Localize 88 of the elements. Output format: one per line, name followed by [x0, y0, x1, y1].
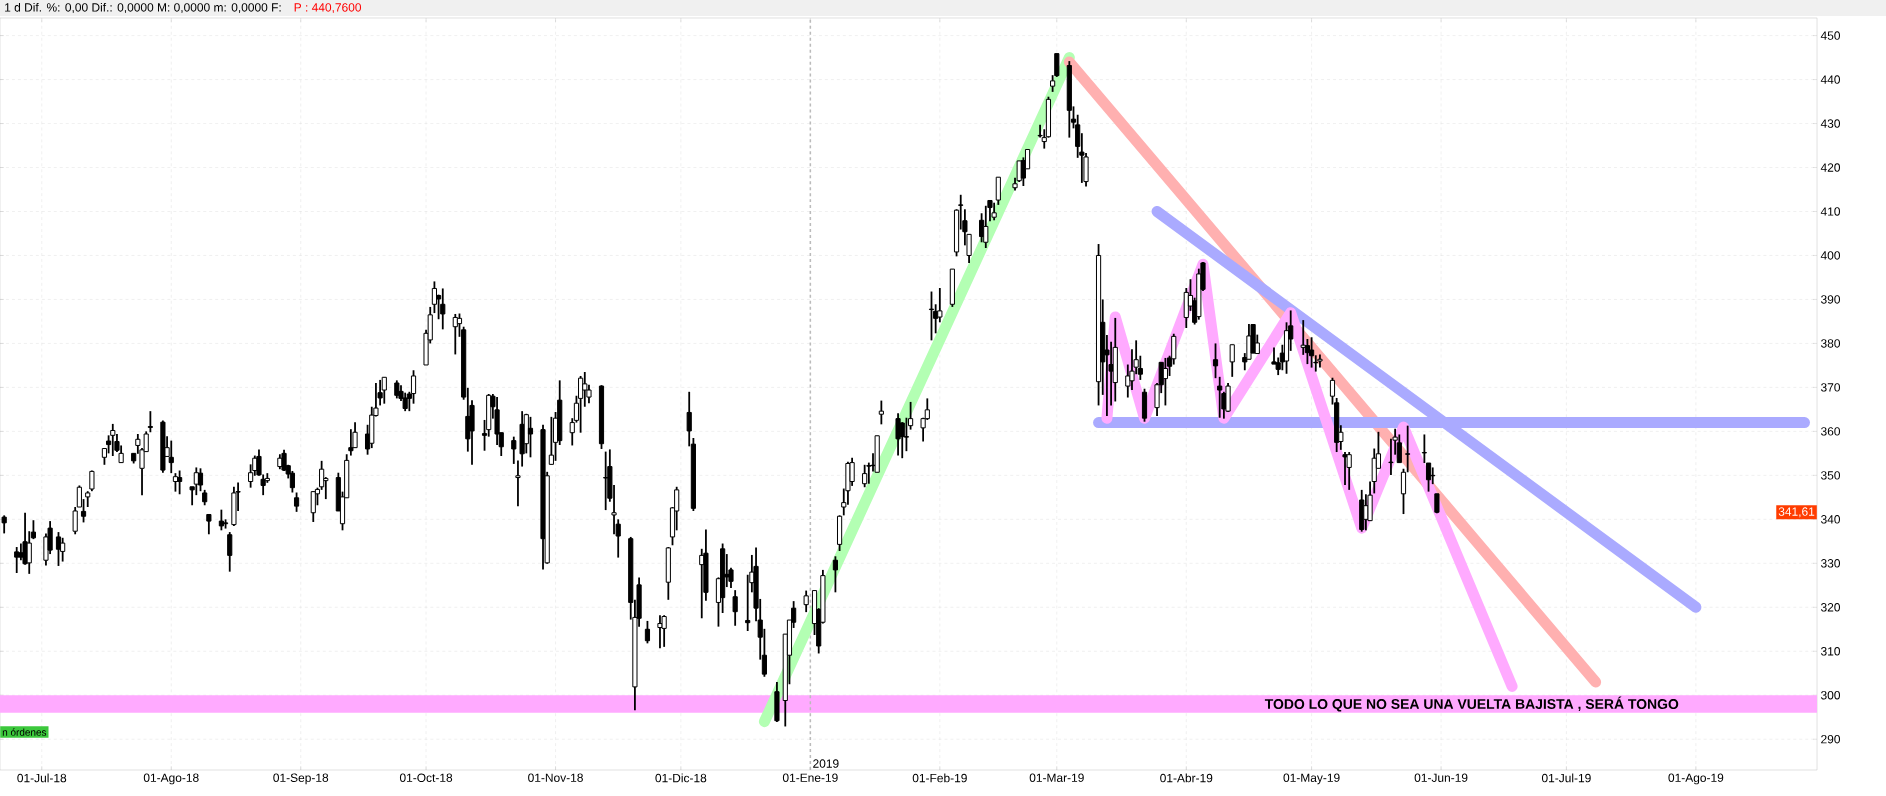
y-tick-label: 430: [1820, 119, 1841, 128]
candlestick: [582, 371, 588, 408]
x-tick-label: 01-Jun-19: [1414, 773, 1468, 782]
candlestick: [832, 555, 838, 594]
x-tick-label: 01-Oct-18: [399, 773, 453, 782]
ref-line-label: 2019: [813, 759, 839, 768]
x-tick-label: 01-Ene-19: [782, 773, 838, 782]
candlestick: [878, 399, 884, 426]
candlestick: [511, 435, 517, 465]
candlestick: [227, 531, 233, 573]
text: P : 440,7600: [294, 3, 362, 14]
candlestick: [928, 290, 935, 342]
x-tick-label: 01-Jul-18: [17, 773, 67, 783]
x-tick-label: 01-Ago-18: [143, 773, 199, 785]
y-tick-label: 400: [1820, 251, 1841, 260]
candlestick: [110, 423, 116, 457]
y-tick-label: 380: [1820, 339, 1841, 348]
y-tick-label: 390: [1820, 295, 1841, 304]
candlestick: [1309, 336, 1315, 369]
candlestick: [661, 614, 667, 648]
candlestick: [1346, 451, 1352, 491]
y-tick-label: 330: [1820, 559, 1841, 568]
candlestick: [1, 514, 7, 535]
candlestick: [862, 463, 868, 489]
candlestick: [548, 415, 554, 466]
candlestick: [1388, 437, 1394, 476]
candlestick: [348, 428, 354, 457]
y-tick-label: 450: [1820, 31, 1841, 40]
chart-subtitle: 1 d Dif. %: 0,00 Dif.: 0,0000 M: 0,0000 m: 0,0000 F:: [5, 2, 281, 14]
y-tick-label: 340: [1820, 515, 1841, 524]
candlestick: [206, 513, 212, 536]
x-tick-label: 01-Nov-18: [528, 773, 583, 782]
annotation: 341,61: [1778, 507, 1815, 518]
candlestick: [1317, 353, 1323, 369]
candlestick: [1405, 424, 1411, 474]
candlestick: [895, 412, 901, 457]
candlestick: [293, 491, 300, 513]
x-tick-label: 01-May-19: [1283, 773, 1340, 785]
candlestick: [1162, 357, 1168, 407]
candlestick: [55, 531, 62, 567]
candlestick: [281, 448, 287, 472]
candlestick: [732, 589, 738, 627]
candlestick: [147, 410, 153, 434]
candlestick: [168, 439, 174, 475]
x-tick-label: 01-Feb-19: [912, 773, 967, 783]
candlestick: [1342, 451, 1348, 486]
candlestick: [310, 490, 316, 523]
candlestick: [440, 287, 446, 331]
candlestick: [60, 536, 66, 563]
candlestick: [218, 508, 224, 532]
y-tick-label: 290: [1821, 734, 1841, 744]
candlestick: [14, 546, 20, 574]
candlestick: [197, 467, 204, 493]
x-tick-label: 01-Dic-18: [655, 773, 707, 783]
y-tick-label: 300: [1820, 691, 1841, 700]
candlestick: [26, 530, 32, 575]
candlestick: [644, 620, 651, 645]
candlestick: [1300, 319, 1306, 356]
y-tick-label: 310: [1820, 647, 1841, 656]
y-tick-label: 320: [1820, 603, 1841, 612]
candlestick: [1229, 343, 1235, 378]
candlestick: [1396, 433, 1402, 464]
y-tick-label: 410: [1820, 207, 1841, 216]
annotation: n órdenes: [2, 728, 47, 736]
y-tick-label: 420: [1820, 163, 1841, 172]
candlestick: [995, 176, 1001, 206]
candlestick: [515, 459, 521, 508]
y-tick-label: 360: [1820, 427, 1841, 436]
candlestick: [899, 421, 905, 460]
x-tick-label: 01-Ago-19: [1668, 773, 1724, 785]
candlestick: [803, 589, 809, 614]
y-tick-label: 350: [1820, 471, 1841, 480]
candlestick: [177, 469, 183, 496]
candlestick: [381, 376, 387, 405]
candlestick: [1217, 375, 1223, 419]
x-tick-label: 01-Mar-19: [1029, 773, 1084, 782]
y-tick-label: 370: [1820, 383, 1841, 392]
band-label: TODO LO QUE NO SEA UNA VUELTA BAJISTA , SERÁ TONGO: [1264, 696, 1679, 712]
x-tick-label: 01-Abr-19: [1160, 773, 1213, 783]
x-tick-label: 01-Sep-18: [273, 773, 329, 785]
candlestick: [1212, 342, 1219, 380]
candlestick: [527, 415, 534, 459]
candlestick: [983, 204, 989, 249]
candlestick: [1400, 467, 1407, 515]
candlestick: [377, 379, 383, 407]
candlestick: [745, 573, 751, 632]
y-tick-label: 440: [1820, 75, 1841, 84]
x-tick-label: 01-Jul-19: [1541, 773, 1591, 783]
